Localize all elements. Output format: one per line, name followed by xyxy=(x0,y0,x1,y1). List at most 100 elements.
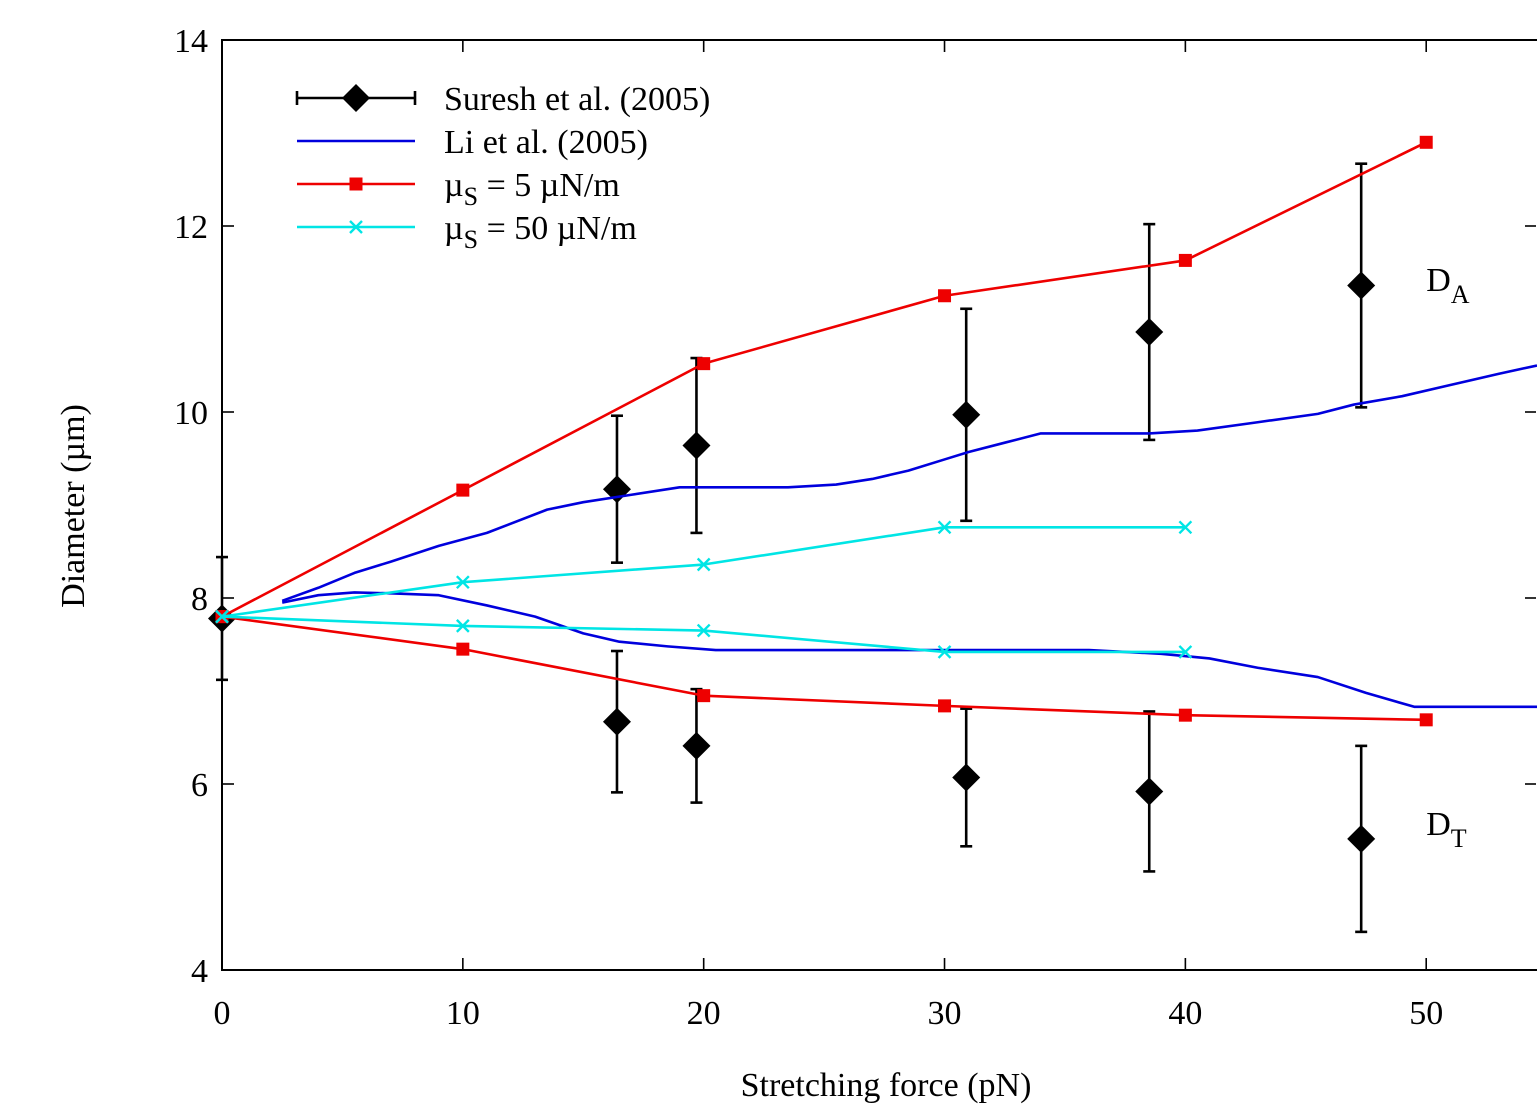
marker-diamond xyxy=(1347,824,1376,853)
x-tick-label: 0 xyxy=(214,995,231,1032)
series-mu5 xyxy=(215,135,1433,727)
legend-label: Suresh et al. (2005) xyxy=(444,81,710,118)
legend-item-li: Li et al. (2005) xyxy=(297,124,648,161)
series-line xyxy=(221,615,1427,722)
marker-diamond xyxy=(682,731,711,760)
series-mu5-branch-2 xyxy=(215,610,1433,727)
x-tick-label: 10 xyxy=(446,995,480,1032)
marker-cross-stroke xyxy=(937,520,952,535)
marker-cross-stroke xyxy=(349,220,363,234)
y-tick-label: 6 xyxy=(191,767,208,804)
data-point xyxy=(1135,222,1164,442)
legend: Suresh et al. (2005) Li et al. (2005) µS =… xyxy=(295,81,710,254)
series-mu50-branch-2 xyxy=(215,609,1193,659)
data-point xyxy=(1135,710,1164,873)
marker-square xyxy=(1178,708,1192,722)
marker-square xyxy=(1419,135,1433,149)
marker-diamond xyxy=(1135,318,1164,347)
marker-cross-stroke xyxy=(1178,520,1193,535)
marker-diamond xyxy=(682,431,711,460)
marker-cross-stroke xyxy=(1178,645,1193,659)
y-tick-label: 14 xyxy=(174,23,208,60)
marker-cross xyxy=(215,609,229,624)
legend-item-mu5: µS = 5 µN/m xyxy=(297,167,620,211)
marker-diamond xyxy=(602,707,631,736)
series-line xyxy=(281,591,1537,709)
marker-square xyxy=(456,642,470,656)
marker-diamond xyxy=(342,84,370,112)
marker-square xyxy=(697,357,711,371)
legend-label-main: µ xyxy=(444,210,464,247)
marker-square xyxy=(1178,253,1192,267)
data-point xyxy=(602,414,631,564)
marker-diamond xyxy=(1347,271,1376,300)
x-tick-label: 40 xyxy=(1168,995,1202,1032)
legend-label-main: Suresh et al. (2005) xyxy=(444,81,710,118)
marker-cross xyxy=(937,520,952,535)
plot-axes: 0 10 20 30 40 50 4 6 8 10 12 14 xyxy=(174,23,1537,1032)
y-axis-label: Diameter (µm) xyxy=(55,404,92,608)
legend-label-tail: = 5 µN/m xyxy=(478,167,620,204)
y-tick-label: 8 xyxy=(191,581,208,618)
plot-frame xyxy=(221,39,1537,971)
data-point xyxy=(602,649,631,794)
legend-label-subscript: S xyxy=(464,182,478,211)
series-li xyxy=(281,364,1537,709)
series-mu50-branch-1 xyxy=(215,520,1193,624)
marker-square xyxy=(456,483,470,497)
legend-label-tail: = 50 µN/m xyxy=(478,210,637,247)
series-mu50 xyxy=(215,520,1193,659)
series-li-branch-1 xyxy=(281,364,1537,603)
marker-cross xyxy=(1178,520,1193,535)
marker-cross xyxy=(455,619,470,633)
marker-cross-stroke xyxy=(215,609,229,624)
marker-diamond xyxy=(952,400,981,429)
marker-square xyxy=(697,689,711,703)
marker-cross-stroke xyxy=(455,575,470,590)
annotation-main: D xyxy=(1426,806,1451,843)
marker-cross-stroke xyxy=(937,645,952,659)
data-point xyxy=(682,687,711,804)
y-tick-label: 12 xyxy=(174,209,208,246)
legend-item-mu50: µS = 50 µN/m xyxy=(297,210,637,254)
legend-item-suresh: Suresh et al. (2005) xyxy=(295,81,710,118)
annotation-main: D xyxy=(1426,262,1451,299)
marker-cross xyxy=(696,623,711,638)
x-tick-label: 30 xyxy=(928,995,962,1032)
y-tick-label: 10 xyxy=(174,395,208,432)
annotation-subscript: A xyxy=(1451,280,1470,309)
data-point xyxy=(952,707,981,848)
marker-square xyxy=(349,177,363,191)
y-tick-label: 4 xyxy=(191,953,208,990)
legend-label: µS = 50 µN/m xyxy=(444,210,637,254)
legend-label: Li et al. (2005) xyxy=(444,124,648,161)
marker-cross-stroke xyxy=(696,623,711,638)
legend-label-main: Li et al. (2005) xyxy=(444,124,648,161)
series-suresh-branch-2 xyxy=(602,649,1376,934)
data-point xyxy=(1347,162,1376,409)
series-suresh xyxy=(208,162,1376,934)
marker-diamond xyxy=(952,763,981,792)
data-point xyxy=(1347,744,1376,934)
series-line xyxy=(281,364,1537,603)
x-tick-label: 50 xyxy=(1409,995,1443,1032)
marker-square xyxy=(938,289,952,303)
annotation-label: DT xyxy=(1426,806,1467,853)
legend-label-subscript: S xyxy=(464,225,478,254)
marker-cross xyxy=(455,575,470,590)
marker-cross xyxy=(349,220,363,234)
annotation-subscript: T xyxy=(1451,824,1467,853)
legend-label: µS = 5 µN/m xyxy=(444,167,620,211)
data-point xyxy=(952,307,981,523)
marker-cross-stroke xyxy=(696,557,711,572)
x-tick-label: 20 xyxy=(687,995,721,1032)
series-mu5-branch-1 xyxy=(215,135,1433,624)
series-line xyxy=(221,141,1427,618)
marker-square xyxy=(1419,713,1433,727)
plot-data xyxy=(208,135,1537,934)
marker-square xyxy=(938,699,952,713)
marker-cross xyxy=(937,645,952,659)
marker-cross-stroke xyxy=(455,619,470,633)
